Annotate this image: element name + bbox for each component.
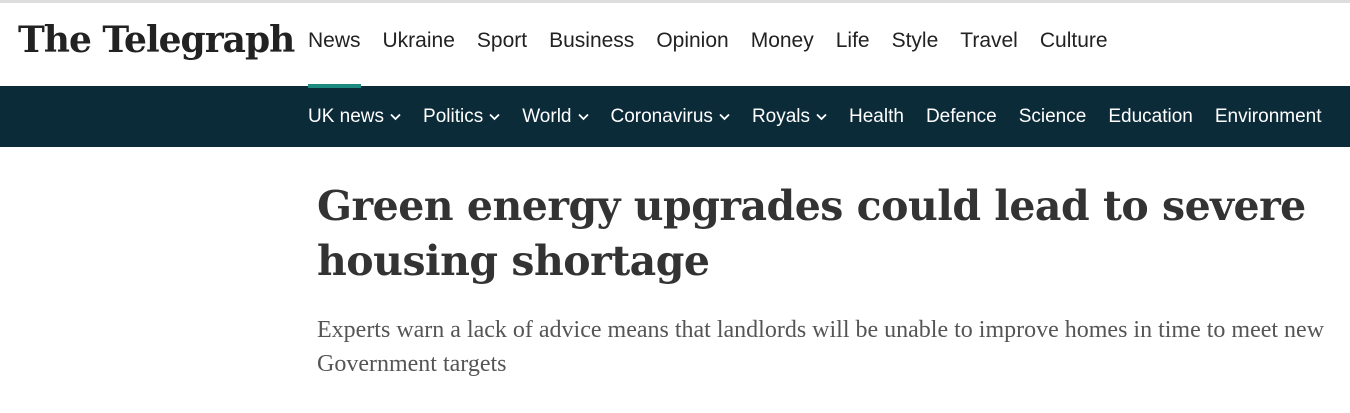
dropdown-chevron [390, 113, 401, 120]
subnav-label: Education [1108, 105, 1193, 127]
dropdown-chevron [489, 113, 500, 120]
subnav-label: Coronavirus [610, 105, 713, 127]
standfirst: Experts warn a lack of advice means that… [317, 317, 1325, 377]
nav-link[interactable]: Opinion [656, 29, 729, 52]
subnav-link[interactable]: World [522, 105, 589, 128]
subnav-link[interactable]: Health [849, 106, 904, 128]
dropdown-chevron [577, 113, 589, 120]
nav-link[interactable]: Travel [960, 29, 1018, 52]
dropdown-chevron [719, 113, 730, 120]
nav-link[interactable]: Style [891, 29, 939, 52]
subnav-label: Environment [1214, 105, 1322, 127]
nav-link[interactable]: Money [750, 29, 814, 52]
nav-link[interactable]: Culture [1039, 29, 1108, 52]
subnav-label: World [522, 105, 572, 127]
chevron-shape [577, 113, 589, 120]
chevron-shape [489, 113, 500, 120]
header: The Telegraph News Ukraine Sport Business Op… [0, 0, 1350, 88]
subnav-link[interactable]: Politics [423, 106, 500, 128]
sub-nav: UK news Politics World Coronavirus Royals Hea… [0, 86, 1350, 147]
subnav-link[interactable]: Science [1019, 106, 1087, 128]
subnav-link[interactable]: Education [1108, 106, 1193, 128]
nav-link[interactable]: Sport [476, 29, 528, 52]
headline: Green energy upgrades could lead to seve… [317, 182, 1306, 285]
subnav-link[interactable]: UK news [308, 106, 401, 128]
subnav-link[interactable]: Environment [1215, 106, 1322, 128]
main-nav: News Ukraine Sport Business Opinion Money Life… [308, 3, 1130, 88]
subnav-link[interactable]: Defence [926, 106, 997, 128]
nav-link[interactable]: News [308, 3, 361, 88]
subnav-link[interactable]: Royals [752, 106, 827, 128]
article: Green energy upgrades could lead to seve… [0, 179, 1350, 381]
subnav-label: UK news [308, 105, 385, 127]
chevron-shape [390, 113, 401, 120]
nav-link[interactable]: Ukraine [382, 29, 455, 52]
subnav-link[interactable]: Coronavirus [611, 106, 730, 128]
chevron-shape [816, 113, 827, 120]
subnav-label: Science [1018, 105, 1087, 127]
chevron-shape [719, 113, 730, 120]
subnav-label: Politics [423, 105, 484, 127]
nav-link[interactable]: Life [835, 29, 870, 52]
subnav-label: Health [849, 105, 904, 127]
subnav-label: Defence [925, 105, 997, 127]
nav-link[interactable]: Business [549, 29, 635, 52]
dropdown-chevron [816, 113, 827, 120]
logo[interactable]: The Telegraph [18, 19, 295, 61]
subnav-label: Royals [751, 105, 811, 127]
